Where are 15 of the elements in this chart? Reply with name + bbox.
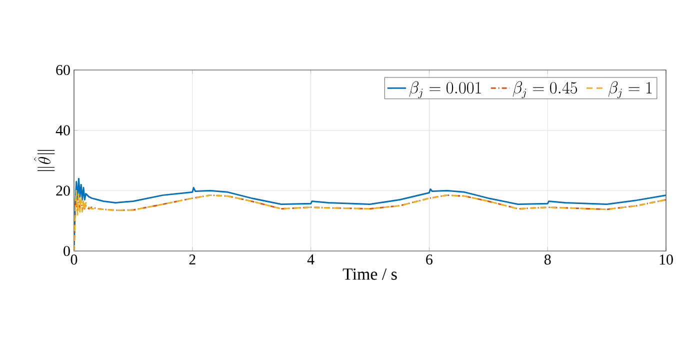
legend-label: $\beta_j = 0.45$ [512, 81, 578, 98]
x-tick-label: 4 [307, 254, 314, 264]
y-tick-label: 20 [56, 186, 70, 196]
x-tick-label: 6 [426, 254, 432, 265]
x-tick-label: 10 [660, 254, 673, 265]
y-tick-label: 40 [56, 125, 70, 136]
legend-label: $\beta_j = 1$ [608, 81, 652, 98]
legend-label: $\beta_j = 0.001$ [409, 81, 481, 98]
x-tick-label: 2 [189, 254, 196, 264]
y-tick-label: 60 [56, 64, 70, 76]
x-tick-label: 8 [544, 254, 551, 265]
y-axis-title: $\|\hat{\theta}\|$ [34, 150, 55, 171]
x-axis-title: Time / s [342, 268, 397, 280]
y-tick-label: 0 [64, 246, 70, 256]
x-tick-label: 0 [70, 254, 78, 265]
